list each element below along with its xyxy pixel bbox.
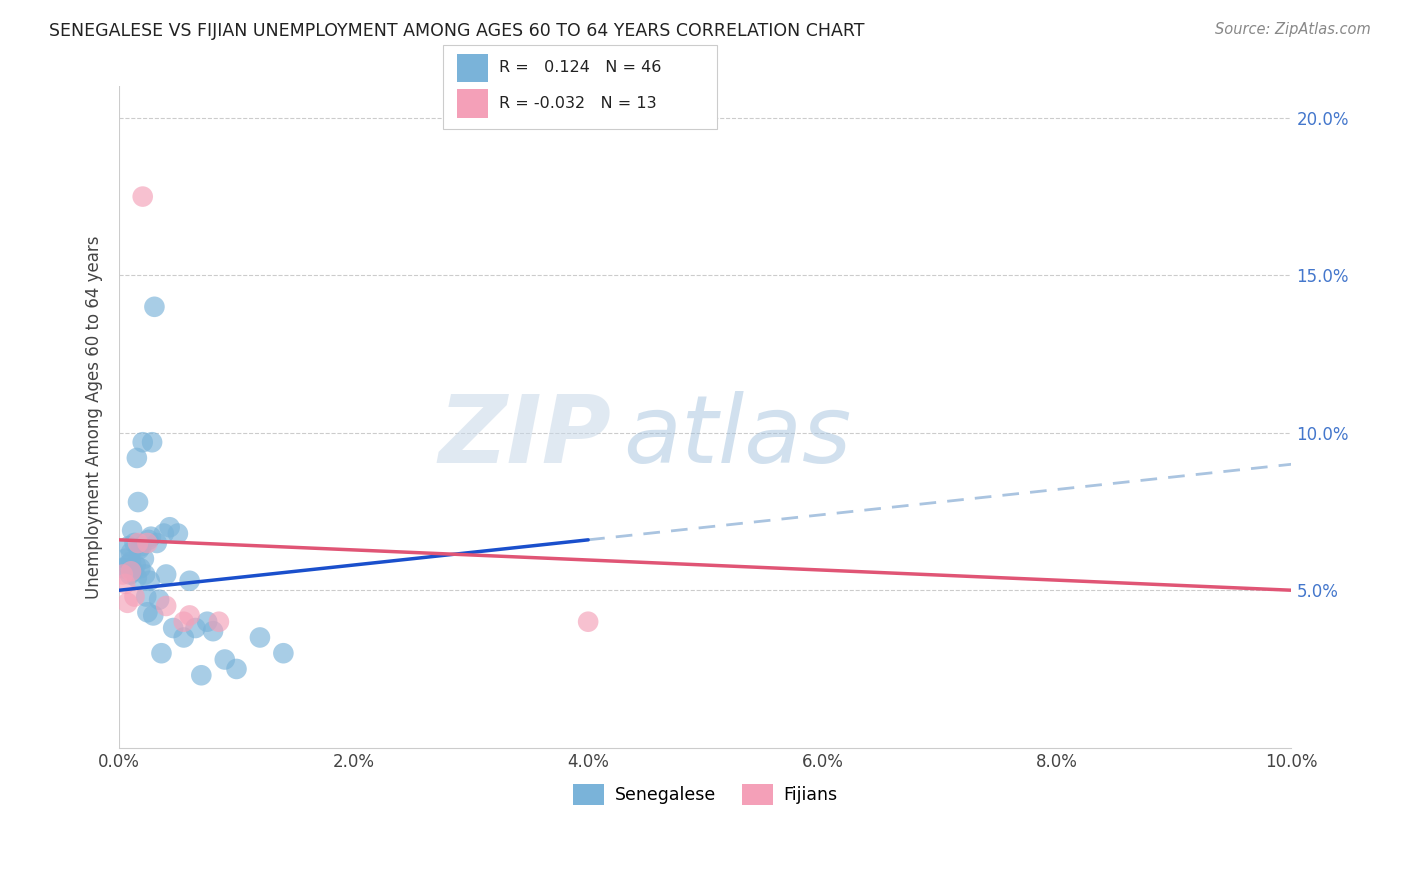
Point: [190, 668, 212, 682]
Point: [128, 542, 150, 557]
Point: [249, 631, 271, 645]
Point: [117, 596, 139, 610]
Text: ZIP: ZIP: [439, 391, 612, 483]
Text: Source: ZipAtlas.com: Source: ZipAtlas.com: [1215, 22, 1371, 37]
Point: [117, 558, 139, 572]
Point: [143, 300, 166, 314]
Point: [162, 621, 184, 635]
Point: [136, 605, 159, 619]
Point: [148, 592, 170, 607]
Point: [155, 567, 177, 582]
Point: [125, 450, 148, 465]
Point: [138, 533, 160, 547]
Y-axis label: Unemployment Among Ages 60 to 64 years: Unemployment Among Ages 60 to 64 years: [86, 235, 103, 599]
Point: [202, 624, 225, 639]
Point: [120, 555, 142, 569]
Text: atlas: atlas: [623, 392, 852, 483]
Point: [118, 567, 141, 582]
Point: [120, 545, 142, 559]
Point: [153, 526, 176, 541]
Point: [179, 608, 201, 623]
Point: [111, 561, 134, 575]
Point: [173, 615, 195, 629]
Point: [121, 524, 143, 538]
Point: [118, 539, 141, 553]
Point: [173, 631, 195, 645]
Point: [214, 652, 236, 666]
Point: [134, 567, 156, 582]
Point: [127, 536, 149, 550]
Point: [195, 615, 218, 629]
Point: [124, 536, 146, 550]
Point: [273, 646, 295, 660]
Point: [129, 561, 152, 575]
Point: [120, 565, 142, 579]
Point: [125, 558, 148, 572]
Text: R = -0.032   N = 13: R = -0.032 N = 13: [499, 96, 657, 111]
Text: SENEGALESE VS FIJIAN UNEMPLOYMENT AMONG AGES 60 TO 64 YEARS CORRELATION CHART: SENEGALESE VS FIJIAN UNEMPLOYMENT AMONG …: [49, 22, 865, 40]
Point: [131, 539, 153, 553]
Text: R =   0.124   N = 46: R = 0.124 N = 46: [499, 61, 661, 75]
Point: [124, 590, 146, 604]
Point: [132, 551, 155, 566]
Point: [136, 536, 159, 550]
Point: [135, 590, 157, 604]
Point: [132, 189, 155, 203]
Point: [150, 646, 173, 660]
Point: [141, 435, 163, 450]
Point: [159, 520, 181, 534]
Point: [184, 621, 207, 635]
Point: [142, 608, 165, 623]
Point: [114, 551, 136, 566]
Point: [167, 526, 190, 541]
Point: [155, 599, 177, 613]
Point: [127, 495, 149, 509]
Point: [111, 567, 134, 582]
Point: [122, 565, 145, 579]
Legend: Senegalese, Fijians: Senegalese, Fijians: [567, 777, 845, 812]
Point: [114, 577, 136, 591]
Point: [139, 530, 162, 544]
Point: [125, 571, 148, 585]
Point: [132, 435, 155, 450]
Point: [139, 574, 162, 588]
Point: [225, 662, 247, 676]
Point: [179, 574, 201, 588]
Point: [208, 615, 231, 629]
Point: [576, 615, 599, 629]
Point: [146, 536, 169, 550]
